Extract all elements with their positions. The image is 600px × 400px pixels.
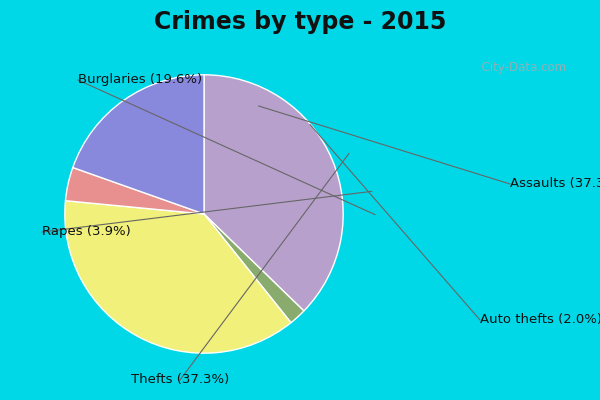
Wedge shape: [204, 75, 343, 311]
Text: Crimes by type - 2015: Crimes by type - 2015: [154, 10, 446, 34]
Text: Auto thefts (2.0%): Auto thefts (2.0%): [480, 314, 600, 326]
Text: City-Data.com: City-Data.com: [474, 62, 566, 74]
Wedge shape: [65, 201, 291, 353]
Wedge shape: [73, 75, 204, 214]
Text: Burglaries (19.6%): Burglaries (19.6%): [78, 74, 202, 86]
Text: Thefts (37.3%): Thefts (37.3%): [131, 374, 229, 386]
Text: Rapes (3.9%): Rapes (3.9%): [42, 226, 131, 238]
Text: Assaults (37.3%): Assaults (37.3%): [510, 178, 600, 190]
Wedge shape: [65, 168, 204, 214]
Wedge shape: [204, 214, 304, 323]
